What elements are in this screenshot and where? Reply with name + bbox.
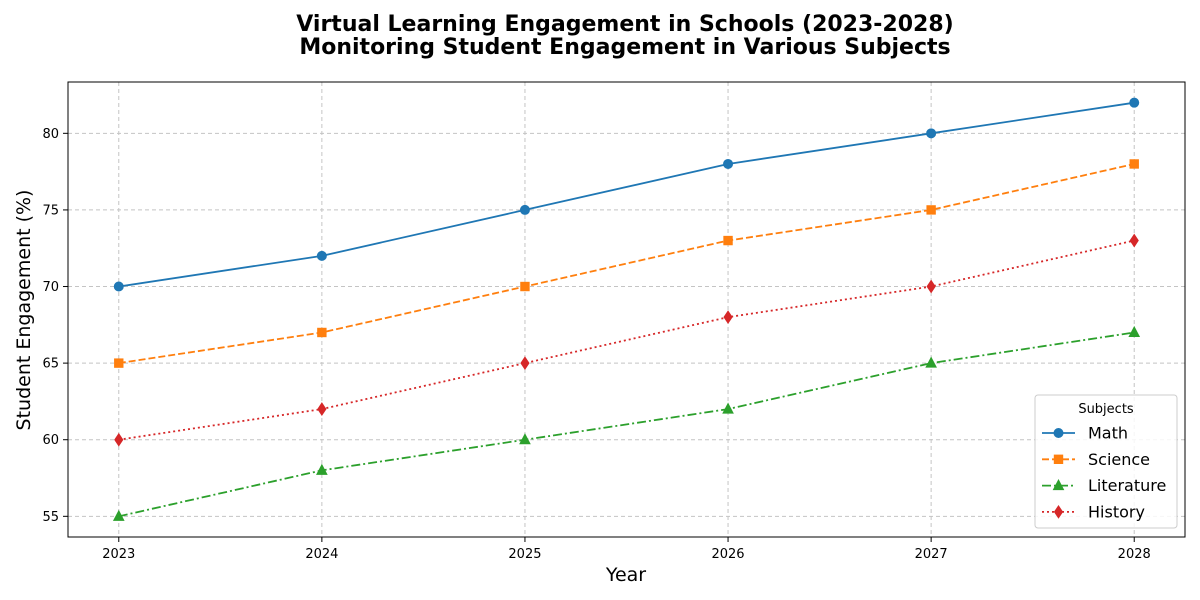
data-point-literature — [925, 356, 937, 368]
legend-marker-science — [1053, 454, 1064, 465]
data-point-history — [317, 402, 327, 416]
legend-item-math: Math — [1042, 424, 1128, 443]
data-point-history — [114, 432, 124, 447]
data-point-math — [926, 128, 937, 139]
y-tick-label: 65 — [42, 357, 59, 372]
x-tick-label: 2024 — [305, 547, 338, 562]
data-point-science — [723, 235, 733, 246]
plot-area-frame — [67, 81, 1186, 538]
x-axis-label: Year — [605, 564, 646, 586]
series-line-science — [118, 163, 1135, 365]
y-tick-label: 60 — [42, 433, 59, 448]
series-group — [112, 97, 1141, 521]
y-tick-label: 70 — [42, 280, 59, 295]
series-literature — [112, 325, 1141, 521]
series-line-literature — [118, 331, 1135, 518]
data-point-science — [926, 205, 936, 215]
data-point-literature — [722, 402, 734, 414]
legend-items: Math Science Literature History — [1042, 424, 1166, 521]
legend-marker-literature — [1052, 479, 1065, 491]
data-point-science — [520, 281, 530, 292]
x-tick-label: 2023 — [102, 547, 135, 562]
data-point-literature — [112, 509, 125, 521]
data-point-math — [113, 281, 124, 292]
legend-label-math: Math — [1088, 424, 1128, 443]
series-line-history — [118, 239, 1135, 441]
legend-title: Subjects — [1078, 402, 1134, 417]
series-math — [113, 97, 1140, 292]
data-point-literature — [1128, 325, 1141, 337]
series-line-math — [118, 101, 1135, 288]
legend-marker-history — [1053, 504, 1064, 519]
y-tick-label: 80 — [42, 127, 59, 142]
y-axis-label: Student Engagement (%) — [13, 190, 35, 431]
axis-ticks: 2023 2024 2025 2026 2027 2028 55 60 65 70 75 80 — [42, 127, 1150, 562]
x-tick-label: 2025 — [508, 547, 541, 562]
data-point-math — [316, 250, 327, 261]
legend-item-history: History — [1042, 502, 1145, 521]
y-tick-label: 55 — [42, 510, 59, 525]
legend: Subjects Math Science Literature History — [1034, 394, 1178, 529]
legend-item-literature: Literature — [1042, 476, 1166, 495]
x-tick-label: 2027 — [915, 547, 948, 562]
legend-label-literature: Literature — [1088, 476, 1166, 495]
chart-title: Virtual Learning Engagement in Schools (… — [296, 12, 953, 37]
legend-label-history: History — [1088, 502, 1145, 521]
legend-box — [1034, 394, 1178, 529]
data-point-history — [520, 356, 530, 371]
data-point-science — [317, 327, 327, 338]
legend-marker-math — [1053, 428, 1064, 438]
series-science — [114, 159, 1139, 368]
data-point-literature — [316, 463, 328, 475]
x-tick-label: 2028 — [1118, 547, 1151, 562]
chart-subtitle: Monitoring Student Engagement in Various… — [299, 35, 950, 60]
data-point-history — [1129, 233, 1139, 248]
data-point-history — [926, 279, 936, 294]
data-point-science — [1129, 159, 1139, 169]
data-point-science — [114, 358, 124, 368]
legend-item-science: Science — [1042, 450, 1150, 469]
data-point-math — [1129, 97, 1140, 108]
grid — [68, 82, 1185, 537]
data-point-math — [723, 158, 734, 169]
data-point-math — [519, 204, 530, 215]
x-tick-label: 2026 — [711, 547, 744, 562]
data-point-literature — [519, 433, 531, 445]
series-history — [114, 233, 1139, 447]
y-tick-label: 75 — [42, 203, 59, 218]
legend-label-science: Science — [1088, 450, 1150, 469]
data-point-history — [723, 310, 733, 325]
